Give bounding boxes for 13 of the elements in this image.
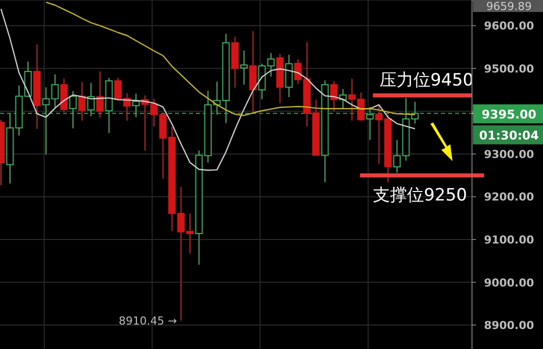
y-tick-label: 9000.00 — [484, 276, 534, 290]
y-tick-label: 9200.00 — [484, 190, 534, 204]
y-tick-label: 9100.00 — [484, 234, 534, 247]
y-tick-label: 9659.89 — [486, 0, 532, 13]
y-tick-label: 9500.00 — [484, 62, 534, 76]
text: 01:30:04 — [479, 128, 539, 142]
y-tick-label: 9300.00 — [484, 148, 534, 161]
y-tick-label: 8900.00 — [484, 319, 534, 332]
ref-line-label: 支撑位9250 — [372, 185, 468, 206]
ref-line-label: 压力位9450 — [379, 70, 474, 90]
y-tick-label: 9600.00 — [484, 20, 534, 33]
annotation: 8910.45 → — [118, 314, 177, 328]
ref-line-label: 9395.00 — [482, 107, 536, 122]
